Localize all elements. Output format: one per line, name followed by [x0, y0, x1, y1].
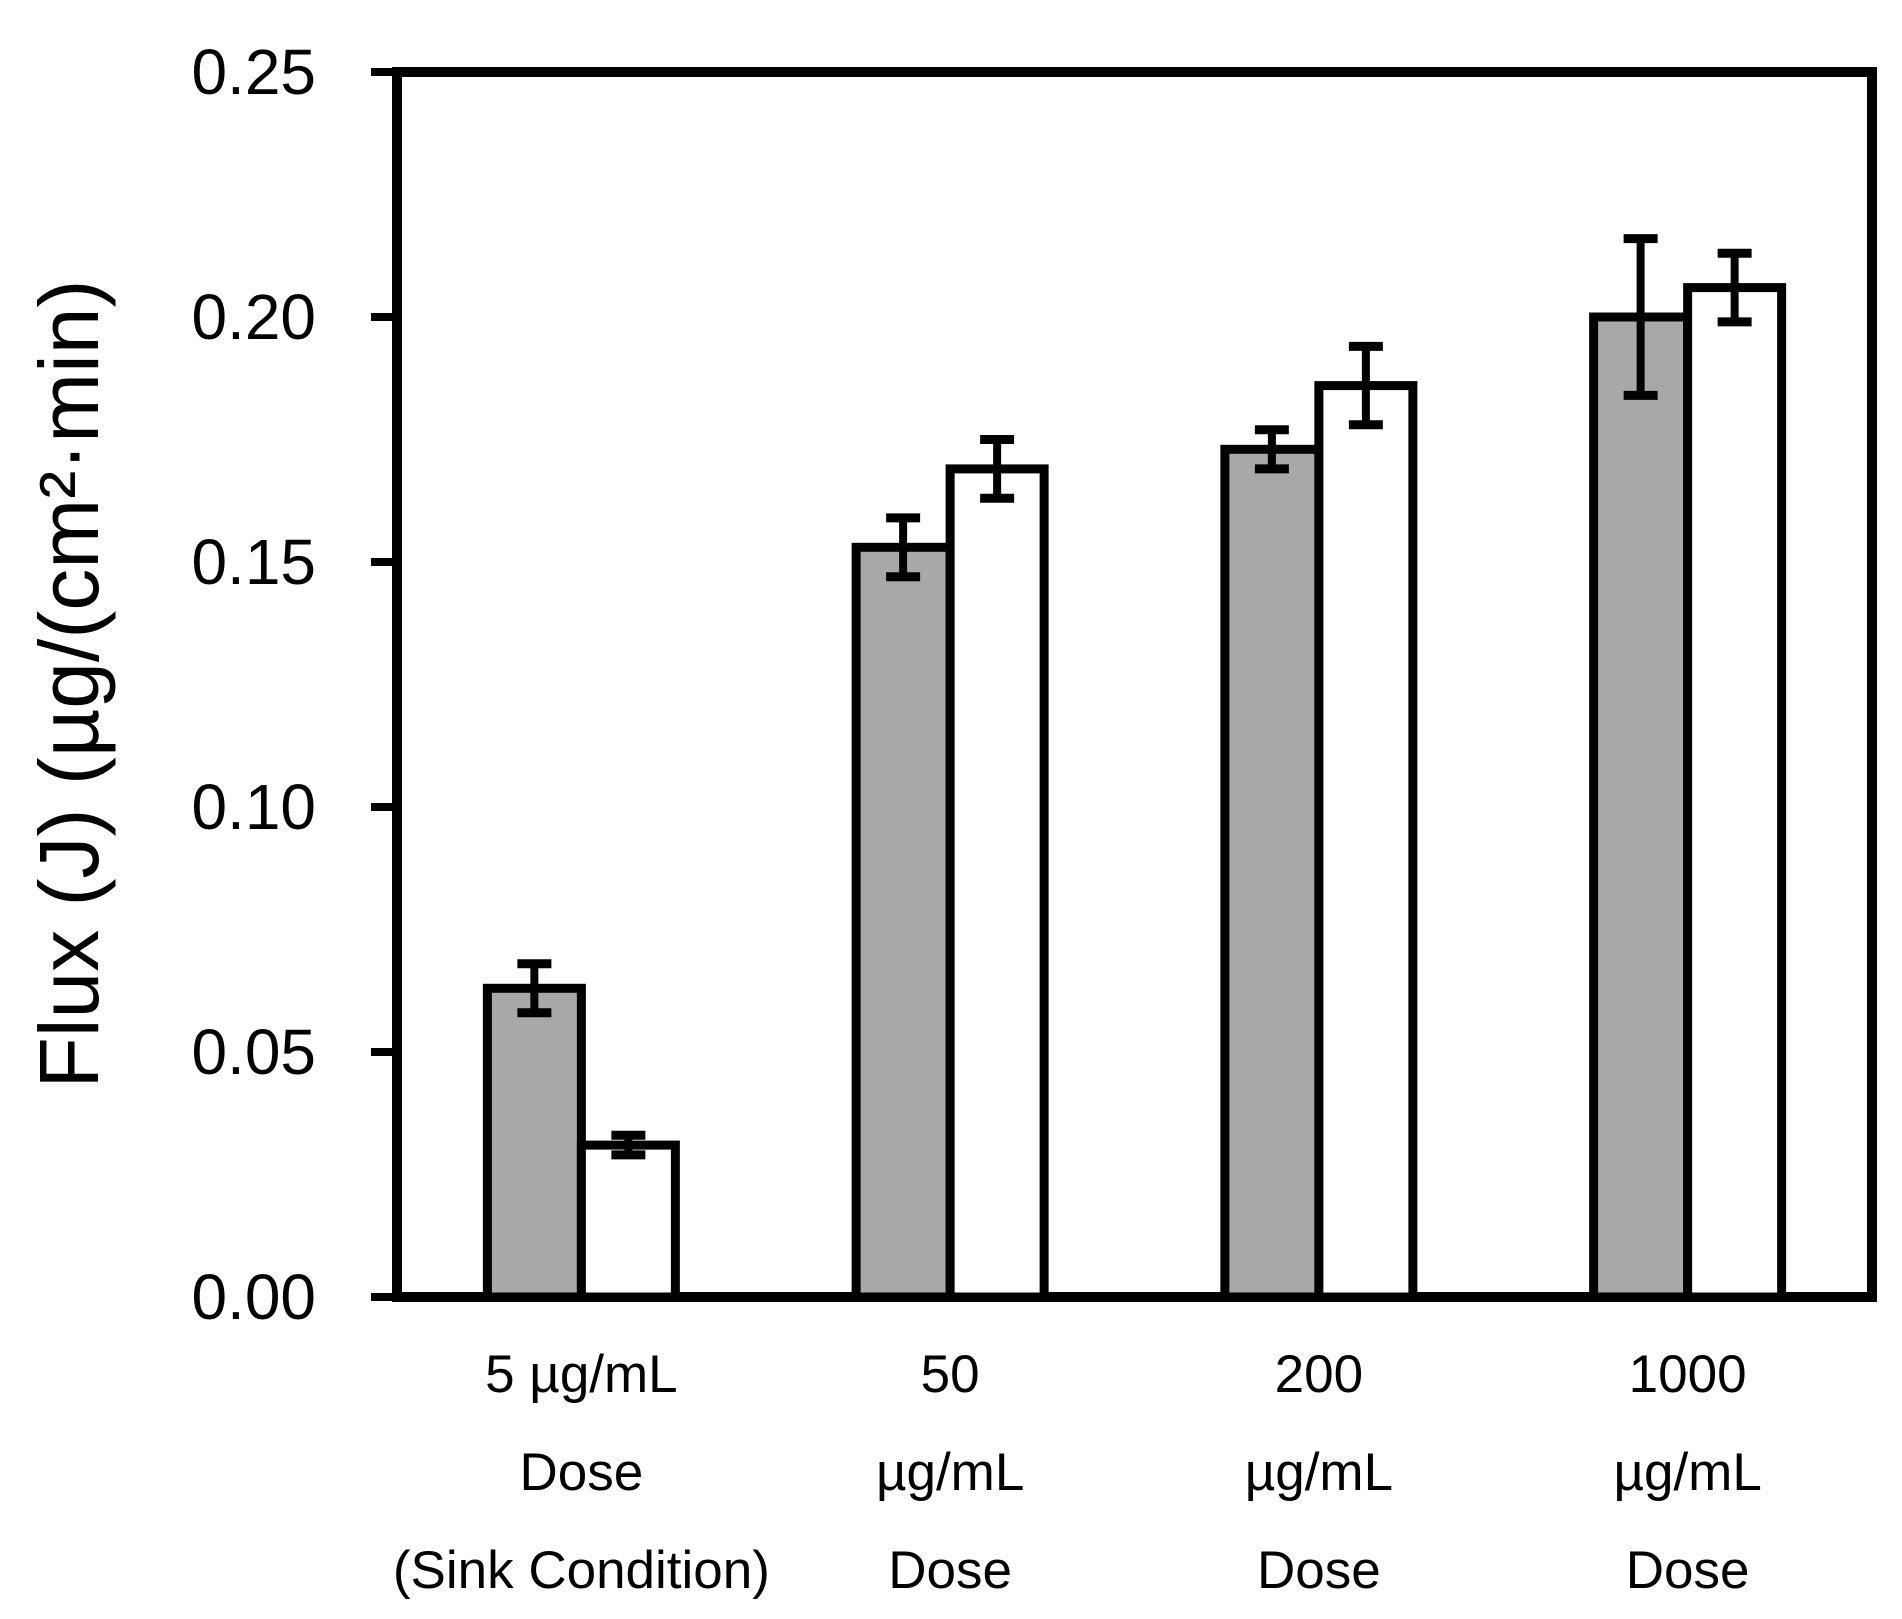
plot-frame — [392, 67, 1877, 1302]
x-tick-label-5ugml-sink-line3: (Sink Condition) — [393, 1541, 770, 1600]
x-tick-label-200ugml-line1: 200 — [1275, 1345, 1363, 1404]
bar-white-200ugml — [1314, 381, 1418, 1302]
x-tick-label-50ugml-line3: Dose — [888, 1541, 1012, 1600]
x-tick-label-50ugml-line1: 50 — [921, 1345, 980, 1404]
y-tick-label-0.20: 0.20 — [191, 281, 316, 353]
x-tick-label-200ugml-line2: µg/mL — [1245, 1443, 1393, 1502]
x-tick-label-1000ugml-line3: Dose — [1626, 1541, 1750, 1600]
bar-white-5ugml-sink — [576, 1140, 680, 1302]
x-tick-label-5ugml-sink-line1: 5 µg/mL — [485, 1345, 678, 1404]
x-tick-label-1000ugml-line1: 1000 — [1629, 1345, 1747, 1404]
bar-white-50ugml — [945, 464, 1049, 1302]
y-tick-label-0.25: 0.25 — [191, 36, 316, 108]
x-tick-label-50ugml-line2: µg/mL — [876, 1443, 1024, 1502]
y-tick-label-0.15: 0.15 — [191, 526, 316, 598]
x-tick-label-1000ugml-line2: µg/mL — [1613, 1443, 1761, 1502]
bar-white-1000ugml — [1683, 283, 1787, 1302]
y-tick-label-0.10: 0.10 — [191, 771, 316, 843]
y-tick-label-0.05: 0.05 — [191, 1016, 316, 1088]
y-tick-label-0.00: 0.00 — [191, 1261, 316, 1333]
bar-gray-50ugml — [851, 542, 955, 1302]
bar-gray-200ugml — [1220, 444, 1324, 1302]
y-axis-title: Flux (J) (µg/(cm²·min) — [22, 280, 116, 1089]
bar-gray-5ugml-sink — [482, 983, 586, 1302]
x-tick-label-5ugml-sink-line2: Dose — [520, 1443, 644, 1502]
x-tick-label-200ugml-line3: Dose — [1257, 1541, 1381, 1600]
bar-gray-1000ugml — [1589, 312, 1693, 1302]
